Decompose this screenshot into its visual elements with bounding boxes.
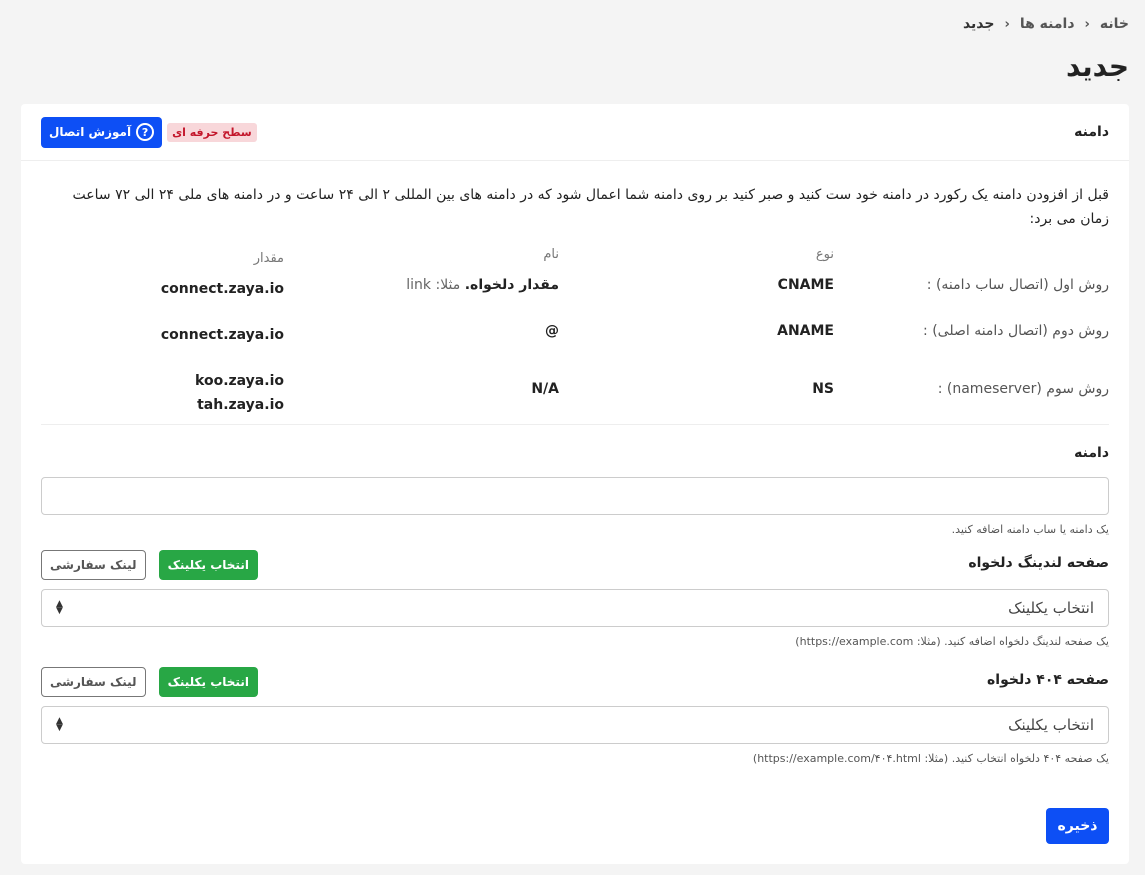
notfound-label: صفحه ۴۰۴ دلخواه — [987, 672, 1109, 688]
header-type: نوع — [815, 247, 834, 262]
table-row: روش دوم (اتصال دامنه اصلی) : ANAME @ con… — [41, 323, 1109, 347]
header-value: مقدار — [253, 251, 284, 266]
landing-select[interactable]: انتخاب یکلینک ▲ ▼ — [41, 589, 1109, 627]
notfound-select[interactable]: انتخاب یکلینک ▲ ▼ — [41, 706, 1109, 744]
notfound-selected: انتخاب یکلینک — [1008, 716, 1094, 734]
row-value: connect.zaya.io — [160, 327, 284, 343]
card-title: دامنه — [1074, 124, 1109, 140]
row-value: koo.zaya.io — [195, 373, 284, 389]
header-name: نام — [543, 247, 559, 262]
domain-help: یک دامنه یا ساب دامنه اضافه کنید. — [951, 523, 1109, 536]
landing-help: یک صفحه لندینگ دلخواه اضافه کنید. (مثلا:… — [795, 635, 1109, 648]
page-title: جدید — [1065, 50, 1129, 83]
row-label: روش اول (اتصال ساب دامنه) : — [926, 277, 1109, 293]
plan-badge: سطح حرفه ای — [167, 122, 257, 142]
row-type: CNAME — [777, 277, 834, 293]
row-name: مقدار دلخواه. — [464, 277, 559, 293]
row-label: روش دوم (اتصال دامنه اصلی) : — [923, 323, 1109, 339]
divider — [41, 424, 1109, 425]
landing-pick-button[interactable]: انتخاب یکلینک — [158, 550, 258, 580]
question-icon: ? — [136, 123, 155, 141]
notfound-custom-link-button[interactable]: لینک سفارشی — [41, 667, 146, 697]
row-type: NS — [812, 381, 834, 397]
breadcrumb: خانه ‹ دامنه ها ‹ جدید — [963, 16, 1129, 32]
tutorial-button[interactable]: ? آموزش اتصال — [41, 116, 163, 148]
select-arrows-icon: ▲ ▼ — [56, 599, 63, 616]
domain-input[interactable] — [41, 477, 1109, 515]
landing-custom-link-button[interactable]: لینک سفارشی — [41, 550, 146, 580]
row-name: N/A — [531, 381, 559, 397]
breadcrumb-home[interactable]: خانه — [1099, 16, 1129, 32]
breadcrumb-domains[interactable]: دامنه ها — [1019, 16, 1075, 32]
row-value: tah.zaya.io — [197, 397, 284, 413]
row-name-hint: مثلا: link — [406, 277, 461, 293]
row-value: connect.zaya.io — [160, 281, 284, 297]
tutorial-label: آموزش اتصال — [49, 125, 132, 139]
notfound-pick-button[interactable]: انتخاب یکلینک — [158, 667, 258, 697]
intro-text: قبل از افزودن دامنه یک رکورد در دامنه خو… — [72, 187, 1109, 227]
table-row: روش اول (اتصال ساب دامنه) : CNAME مقدار … — [41, 277, 1109, 301]
dns-table: نوع نام مقدار روش اول (اتصال ساب دامنه) … — [41, 241, 1109, 421]
chevron-icon: ‹ — [1004, 16, 1010, 32]
row-label: روش سوم (nameserver) : — [937, 381, 1109, 397]
chevron-icon: ‹ — [1084, 16, 1090, 32]
notfound-help: یک صفحه ۴۰۴ دلخواه انتخاب کنید. (مثلا: h… — [752, 752, 1109, 765]
landing-selected: انتخاب یکلینک — [1008, 599, 1094, 617]
breadcrumb-current: جدید — [962, 16, 995, 32]
select-arrows-icon: ▲ ▼ — [56, 716, 63, 733]
table-row: روش سوم (nameserver) : NS N/A koo.zaya.i… — [41, 373, 1109, 413]
row-type: ANAME — [777, 323, 834, 339]
domain-card: دامنه ? آموزش اتصال سطح حرفه ای قبل از اف… — [21, 104, 1129, 864]
landing-label: صفحه لندینگ دلخواه — [968, 555, 1109, 571]
card-header: دامنه ? آموزش اتصال سطح حرفه ای — [21, 104, 1129, 161]
domain-label: دامنه — [1074, 445, 1109, 461]
row-name: @ — [545, 323, 559, 339]
save-button[interactable]: ذخیره — [1046, 808, 1109, 844]
